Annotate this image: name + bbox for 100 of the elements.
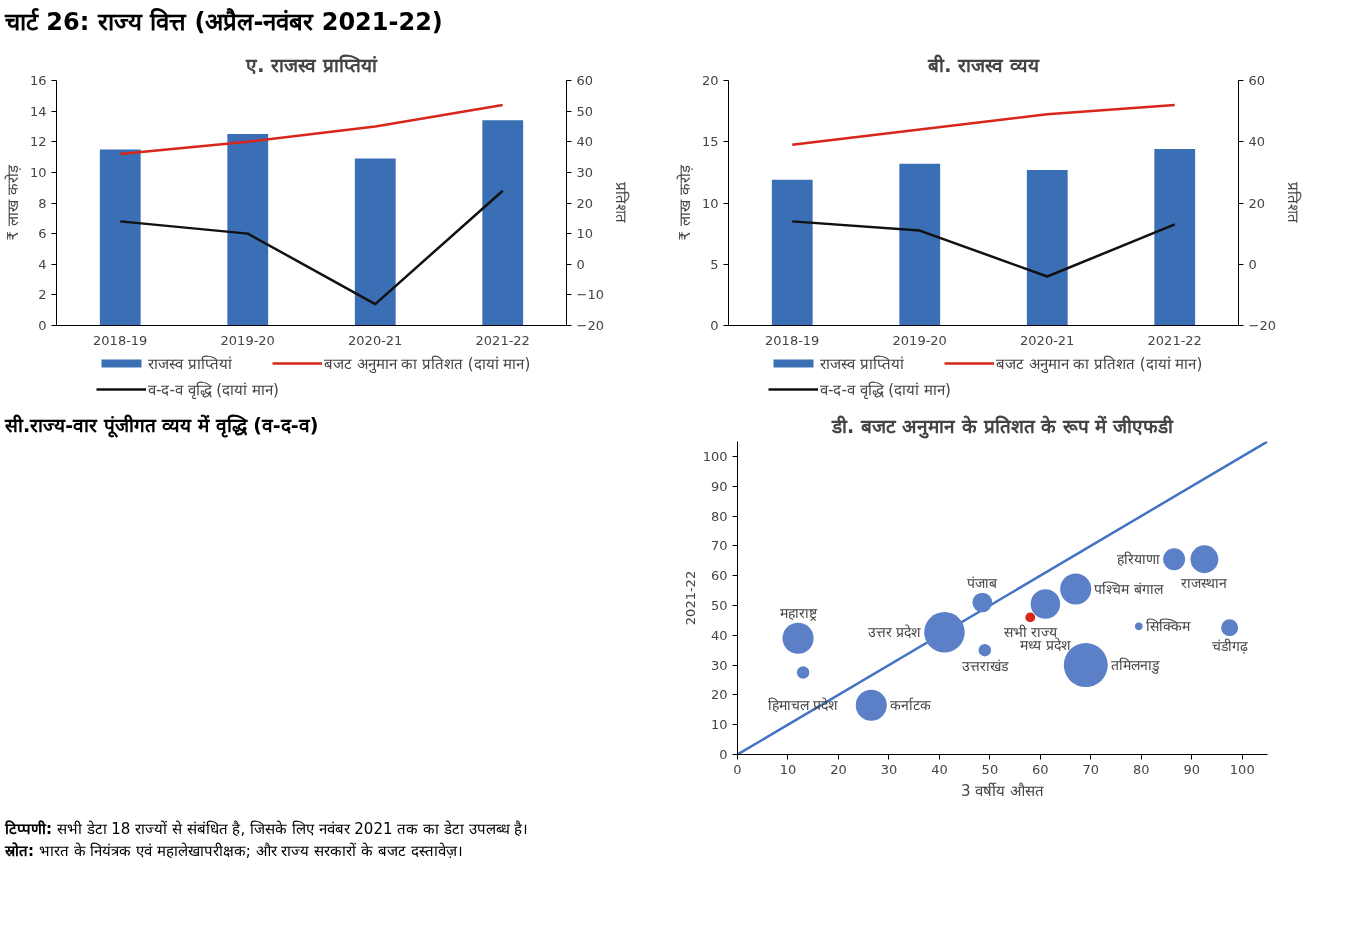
x-tick-label: 60 (1032, 761, 1049, 777)
y-tick-label: 80 (710, 508, 728, 524)
text: स्रोत: भारत के नियंत्रक एवं महालेखापरीक्षक; और राज्य सरकारों के बजट दस्तावेज़। (5, 840, 464, 862)
annotation: उत्तर प्रदेश (867, 624, 922, 641)
bar (1026, 170, 1068, 326)
bar (482, 120, 524, 326)
x-tick-label: 100 (1229, 761, 1255, 777)
annotation: उत्तराखंड (961, 658, 1009, 675)
y2-tick-label: 20 (576, 195, 594, 211)
x-tick-label: 50 (981, 761, 999, 777)
x-tick-label: 2019-20 (220, 332, 275, 348)
bar (1154, 149, 1196, 326)
annotation: पंजाब (967, 574, 999, 591)
annotation: सिक्किम (1145, 618, 1191, 635)
y2-tick-label: −20 (576, 318, 604, 334)
y-tick-label: 70 (710, 538, 728, 554)
y-tick-label: 4 (38, 257, 47, 273)
y-tick-label: 60 (710, 568, 728, 584)
line-series (791, 104, 1176, 147)
annotation: राजस्थान (1181, 575, 1228, 592)
y-tick-label: 50 (710, 598, 728, 614)
text: टिप्पणी: सभी डेटा 18 राज्यों से संबंधित है, जिसके लिए नवंबर 2021 तक का डेटा उपलब्ध है। (5, 819, 529, 841)
y2-tick-label: 60 (576, 73, 594, 89)
x-tick-label: 2019-20 (892, 332, 947, 348)
text: सी.राज्य-वार पूंजीगत व्यय में वृद्धि (व-द-व) (5, 413, 319, 440)
y-tick-label: 0 (38, 318, 47, 334)
x-axis-title: 3 वर्षीय औसत (960, 781, 1045, 800)
annotation: तमिलनाडु (1110, 657, 1160, 675)
y-tick-label: 40 (710, 628, 728, 644)
y-tick-label: 8 (38, 195, 47, 211)
y2-tick-label: 30 (576, 165, 594, 181)
text: चार्ट 26: राज्य वित्त (अप्रैल-नवंबर 2021-22) (5, 7, 443, 38)
annotation: महाराष्ट्र (779, 604, 818, 621)
y-tick-label: 5 (710, 257, 719, 273)
y2-tick-label: 40 (576, 134, 594, 150)
y2-tick-label: 50 (576, 103, 594, 119)
x-tick-label: 10 (779, 761, 797, 777)
y2-tick-label: 0 (1248, 257, 1257, 273)
y-tick-label: 20 (701, 73, 719, 89)
y2-tick-label: 20 (1248, 195, 1266, 211)
x-tick-label: 90 (1183, 761, 1201, 777)
y2-tick-label: 40 (1248, 134, 1266, 150)
x-tick-label: 2021-22 (475, 332, 530, 348)
line-series (791, 220, 1176, 279)
y-tick-label: 12 (29, 134, 47, 150)
legend-label: राजस्व प्राप्तियां (148, 354, 232, 374)
annotation: मध्य प्रदेश (1020, 637, 1071, 653)
y2-tick-label: 60 (1248, 73, 1266, 89)
bar (227, 134, 269, 326)
x-tick-label: 80 (1133, 761, 1150, 777)
y-tick-label: 10 (701, 195, 719, 211)
y-tick-label: 90 (710, 479, 728, 494)
y-tick-label: 0 (719, 747, 728, 763)
x-tick-label: 40 (931, 761, 948, 777)
y-tick-label: 6 (38, 226, 47, 242)
x-tick-label: 30 (880, 761, 898, 777)
y-tick-label: 100 (702, 449, 728, 465)
y-tick-label: 14 (29, 103, 47, 119)
x-tick-label: 2021-22 (1147, 332, 1202, 348)
y-tick-label: 30 (710, 657, 728, 673)
y-tick-label: 2 (38, 287, 47, 303)
chart-title: ए. राजस्व प्राप्तियां (245, 53, 378, 76)
annotation: कर्नाटक (889, 697, 931, 714)
annotation: हरियाणा (1117, 551, 1161, 568)
y2-tick-label: 10 (576, 226, 594, 242)
y-axis-title: ₹ लाख करोड़ (3, 164, 22, 241)
legend-label: व-द-व वृद्धि (दायां मान) (148, 380, 279, 400)
y-tick-label: 10 (710, 717, 728, 733)
x-tick-label: 2020-21 (348, 332, 403, 348)
x-tick-label: 2018-19 (93, 332, 148, 348)
legend-label: बजट अनुमान का प्रतिशत (दायां मान) (995, 354, 1203, 374)
y2-axis-title: प्रतिशत (611, 182, 630, 224)
bar (99, 149, 141, 326)
chart-title: बी. राजस्व व्यय (927, 53, 1040, 76)
chart-title: डी. बजट अनुमान के प्रतिशत के रूप में जीएफडी (830, 414, 1175, 439)
y-axis-title: 2021-22 (682, 571, 698, 626)
bar (354, 158, 396, 326)
y-axis-title: ₹ लाख करोड़ (675, 164, 694, 241)
y-tick-label: 0 (710, 318, 719, 334)
y2-tick-label: −10 (576, 287, 604, 303)
y2-tick-label: 0 (576, 257, 585, 273)
y-tick-label: 20 (710, 687, 728, 703)
x-tick-label: 0 (733, 761, 742, 777)
y2-axis-title: प्रतिशत (1283, 182, 1302, 224)
y-tick-label: 10 (29, 165, 47, 181)
x-tick-label: 2018-19 (765, 332, 820, 348)
bar (771, 180, 813, 326)
line-series (119, 104, 504, 156)
line-series (119, 189, 504, 306)
annotation: चंडीगढ़ (1211, 638, 1249, 655)
x-tick-label: 20 (830, 761, 847, 777)
y-tick-label: 16 (29, 73, 47, 89)
x-tick-label: 70 (1082, 761, 1100, 777)
bar (899, 164, 941, 326)
y2-tick-label: −20 (1248, 318, 1276, 334)
annotation: पश्चिम बंगाल (1094, 581, 1164, 598)
y-tick-label: 15 (701, 134, 719, 150)
legend-label: व-द-व वृद्धि (दायां मान) (820, 380, 951, 400)
legend-label: राजस्व प्राप्तियां (820, 354, 904, 374)
x-tick-label: 2020-21 (1020, 332, 1075, 348)
